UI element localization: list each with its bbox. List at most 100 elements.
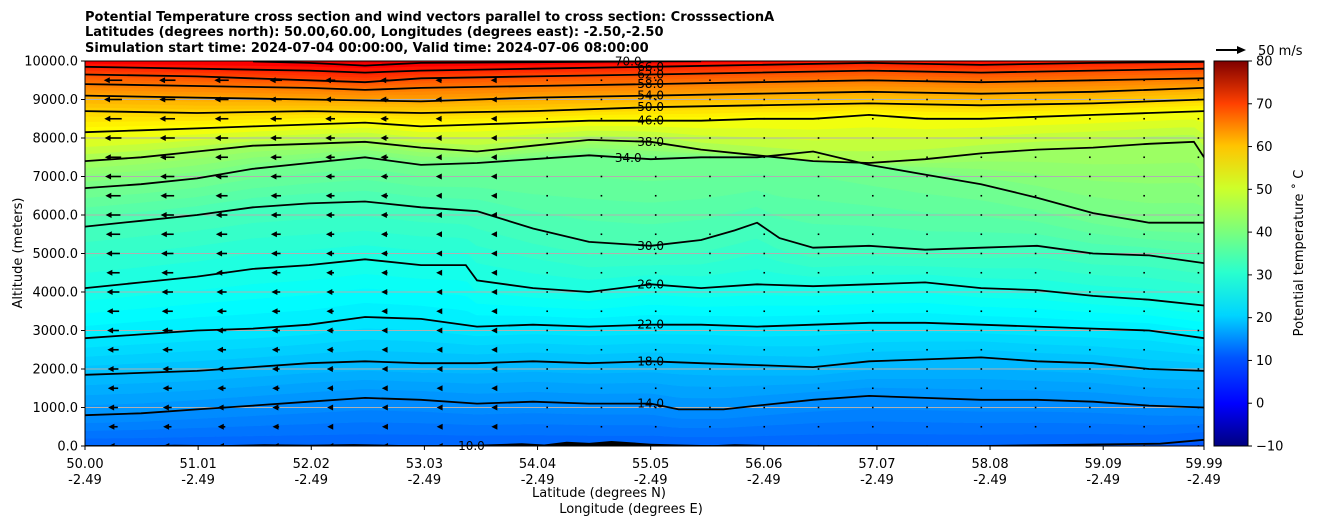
wind-vector (871, 406, 874, 409)
wind-vector (1089, 137, 1091, 139)
wind-vector (1197, 233, 1200, 236)
wind-vector (1034, 291, 1037, 293)
wind-vector (600, 214, 603, 216)
wind-vector (763, 348, 766, 351)
wind-vector (654, 368, 657, 370)
wind-vector (926, 156, 928, 159)
y-tick-label: 10000.0 (24, 55, 78, 70)
wind-vector (546, 137, 548, 139)
wind-vector (709, 348, 711, 351)
wind-vector (871, 387, 874, 390)
wind-vector (546, 98, 548, 101)
contour-label: 50.0 (637, 100, 664, 114)
wind-vector (926, 348, 928, 351)
wind-vector-head (436, 346, 443, 353)
wind-vector (1089, 329, 1091, 332)
wind-vector (1197, 425, 1200, 428)
wind-vector (817, 175, 820, 178)
wind-vector (926, 194, 928, 197)
wind-vector (600, 194, 603, 197)
wind-vector-head (271, 269, 278, 276)
wind-vector-head (162, 366, 169, 372)
wind-vector-head (215, 212, 222, 218)
contour-label: 30.0 (637, 239, 664, 253)
wind-vector (654, 252, 657, 255)
contour-label: 38.0 (637, 135, 664, 149)
wind-vector-head (161, 308, 168, 315)
wind-vector-head (326, 327, 333, 334)
wind-vector (546, 406, 548, 409)
wind-vector-head (435, 192, 442, 199)
colorbar-gradient (1213, 60, 1249, 447)
wind-vector (654, 194, 657, 197)
wind-vector (926, 175, 928, 178)
wind-vector (763, 291, 766, 293)
wind-vector-head (490, 115, 497, 122)
wind-vector (871, 291, 874, 293)
wind-vector (1034, 252, 1037, 255)
wind-vector (546, 233, 548, 236)
wind-vector (817, 310, 820, 313)
wind-vector (871, 137, 874, 139)
x-tick-label-lat: 53.03 (406, 457, 443, 472)
contour-label: 70.0 (615, 55, 642, 69)
wind-vector (763, 233, 766, 236)
wind-vector-head (491, 289, 498, 295)
wind-vector (871, 329, 874, 332)
wind-vector (1089, 214, 1091, 216)
wind-vector-head (270, 154, 277, 161)
y-tick-label: 8000.0 (33, 132, 79, 147)
wind-vector (546, 271, 548, 274)
contour-label: 26.0 (637, 277, 664, 291)
y-tick-label: 2000.0 (33, 363, 79, 378)
wind-vector (980, 98, 983, 101)
contour-label: 54.0 (637, 89, 664, 103)
contour-lines (85, 61, 1204, 446)
wind-vector (980, 368, 983, 370)
wind-vector (1089, 194, 1091, 197)
wind-vector (817, 98, 820, 101)
wind-vector (817, 252, 820, 255)
wind-vector (546, 329, 548, 332)
wind-vector-head (104, 96, 111, 103)
wind-vector-head (381, 269, 388, 276)
wind-vector (980, 406, 983, 409)
wind-vector (1034, 348, 1037, 351)
wind-vector-head (491, 327, 498, 334)
wind-vector (546, 425, 548, 428)
wind-key: 50 m/s (1216, 44, 1303, 59)
wind-vector (926, 291, 928, 293)
wind-vector-head (106, 250, 113, 257)
wind-vector-head (381, 250, 388, 257)
wind-vector (1143, 117, 1145, 120)
wind-vector (709, 406, 711, 409)
x-tick-label-lon: -2.49 (181, 473, 215, 488)
colorbar-tick-label: 80 (1256, 55, 1273, 70)
wind-vector (1197, 137, 1200, 139)
wind-vector-head (326, 308, 333, 315)
wind-vector-head (104, 135, 111, 141)
wind-vector (709, 252, 711, 255)
wind-vector-head (326, 250, 333, 257)
wind-vector (1143, 194, 1145, 197)
wind-vector-head (160, 192, 167, 199)
wind-vector (1143, 406, 1145, 409)
wind-vector (980, 271, 983, 274)
wind-vector (546, 175, 548, 178)
wind-vector-head (326, 385, 333, 392)
terrain-silhouette (85, 441, 1204, 446)
contour-line (85, 77, 1204, 91)
wind-vector (709, 98, 711, 101)
wind-vector (871, 252, 874, 255)
wind-vector-head (491, 269, 498, 276)
wind-vector (1197, 252, 1200, 255)
contour-line (85, 138, 1204, 164)
wind-vector-head (436, 250, 443, 257)
wind-vector-head (435, 135, 442, 141)
wind-vector (926, 368, 928, 370)
contour-line (85, 67, 1204, 84)
potential-temperature-field (85, 61, 1204, 446)
wind-vector (546, 194, 548, 197)
x-tick-label-lat: 56.06 (745, 457, 782, 472)
wind-vector (763, 175, 766, 178)
